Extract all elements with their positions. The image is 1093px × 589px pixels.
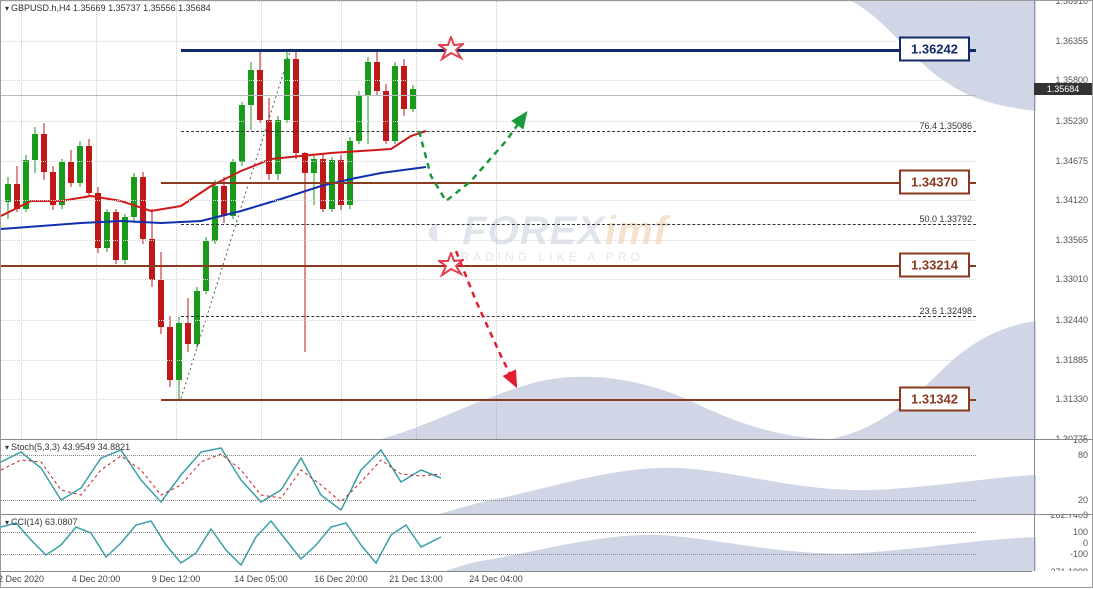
stoch-title: ▾ Stoch(5,3,3) 43.9549 34.8821 [5, 442, 130, 452]
cci-text: CCI(14) 63.0807 [11, 517, 78, 527]
level-box[interactable]: 1.34370 [899, 170, 970, 195]
stoch-chart-area[interactable] [1, 440, 1034, 514]
fib-label: 76.4 1.35086 [919, 121, 972, 131]
current-price-tag: 1.35684 [1034, 83, 1092, 95]
stoch-text: Stoch(5,3,3) 43.9549 34.8821 [11, 442, 130, 452]
ytick: 1.36910 [1055, 1, 1088, 6]
xlabel: 24 Dec 04:00 [469, 574, 523, 584]
xlabel: 2 Dec 2020 [0, 574, 44, 584]
main-yaxis: 1.369101.363551.358001.352301.346751.341… [1034, 1, 1092, 439]
ytick: 1.31330 [1055, 394, 1088, 404]
ytick: 1.34120 [1055, 195, 1088, 205]
collapse-icon[interactable]: ▾ [5, 443, 9, 452]
level-line[interactable] [181, 49, 976, 52]
cci-yaxis: 262.74031000-100-271.1999 [1034, 515, 1092, 571]
chart-container: ▾ GBPUSD.h,H4 1.35669 1.35737 1.35556 1.… [0, 0, 1093, 588]
stochastic-panel[interactable]: ▾ Stoch(5,3,3) 43.9549 34.8821 10080200 [1, 439, 1092, 514]
level-box[interactable]: 1.36242 [899, 36, 970, 61]
cci-chart-area[interactable] [1, 515, 1034, 571]
ytick: 1.32440 [1055, 315, 1088, 325]
cci-title: ▾ CCI(14) 63.0807 [5, 517, 78, 527]
symbol-title: ▾ GBPUSD.h,H4 1.35669 1.35737 1.35556 1.… [5, 3, 211, 13]
collapse-icon[interactable]: ▾ [5, 4, 9, 13]
ytick: 1.36355 [1055, 36, 1088, 46]
stoch-yaxis: 10080200 [1034, 440, 1092, 514]
fib-label: 23.6 1.32498 [919, 306, 972, 316]
level-box[interactable]: 1.31342 [899, 386, 970, 411]
cci-panel[interactable]: ▾ CCI(14) 63.0807 262.74031000-100-271.1… [1, 514, 1092, 571]
level-box[interactable]: 1.33214 [899, 252, 970, 277]
xlabel: 14 Dec 05:00 [234, 574, 288, 584]
ytick: 1.34675 [1055, 156, 1088, 166]
symbol-text: GBPUSD.h,H4 1.35669 1.35737 1.35556 1.35… [11, 3, 211, 13]
level-line[interactable] [161, 182, 976, 184]
xlabel: 16 Dec 20:00 [314, 574, 368, 584]
xlabel: 4 Dec 20:00 [72, 574, 121, 584]
main-chart-area[interactable]: 76.4 1.35086 50.0 1.33792 23.6 1.32498 1.36… [1, 1, 1034, 439]
ytick: 1.33565 [1055, 235, 1088, 245]
price-panel[interactable]: ▾ GBPUSD.h,H4 1.35669 1.35737 1.35556 1.… [1, 1, 1092, 439]
xlabel: 9 Dec 12:00 [152, 574, 201, 584]
xlabel: 21 Dec 13:00 [389, 574, 443, 584]
ytick: 1.33010 [1055, 274, 1088, 284]
ytick: 1.35230 [1055, 116, 1088, 126]
burst-icon [438, 252, 464, 278]
fib-label: 50.0 1.33792 [919, 214, 972, 224]
time-axis: 2 Dec 2020 4 Dec 20:00 9 Dec 12:00 14 Dec 0… [1, 571, 1032, 589]
ytick: 1.31885 [1055, 355, 1088, 365]
level-line[interactable] [1, 265, 976, 267]
level-line[interactable] [161, 399, 976, 401]
collapse-icon[interactable]: ▾ [5, 518, 9, 527]
burst-icon [438, 36, 464, 62]
